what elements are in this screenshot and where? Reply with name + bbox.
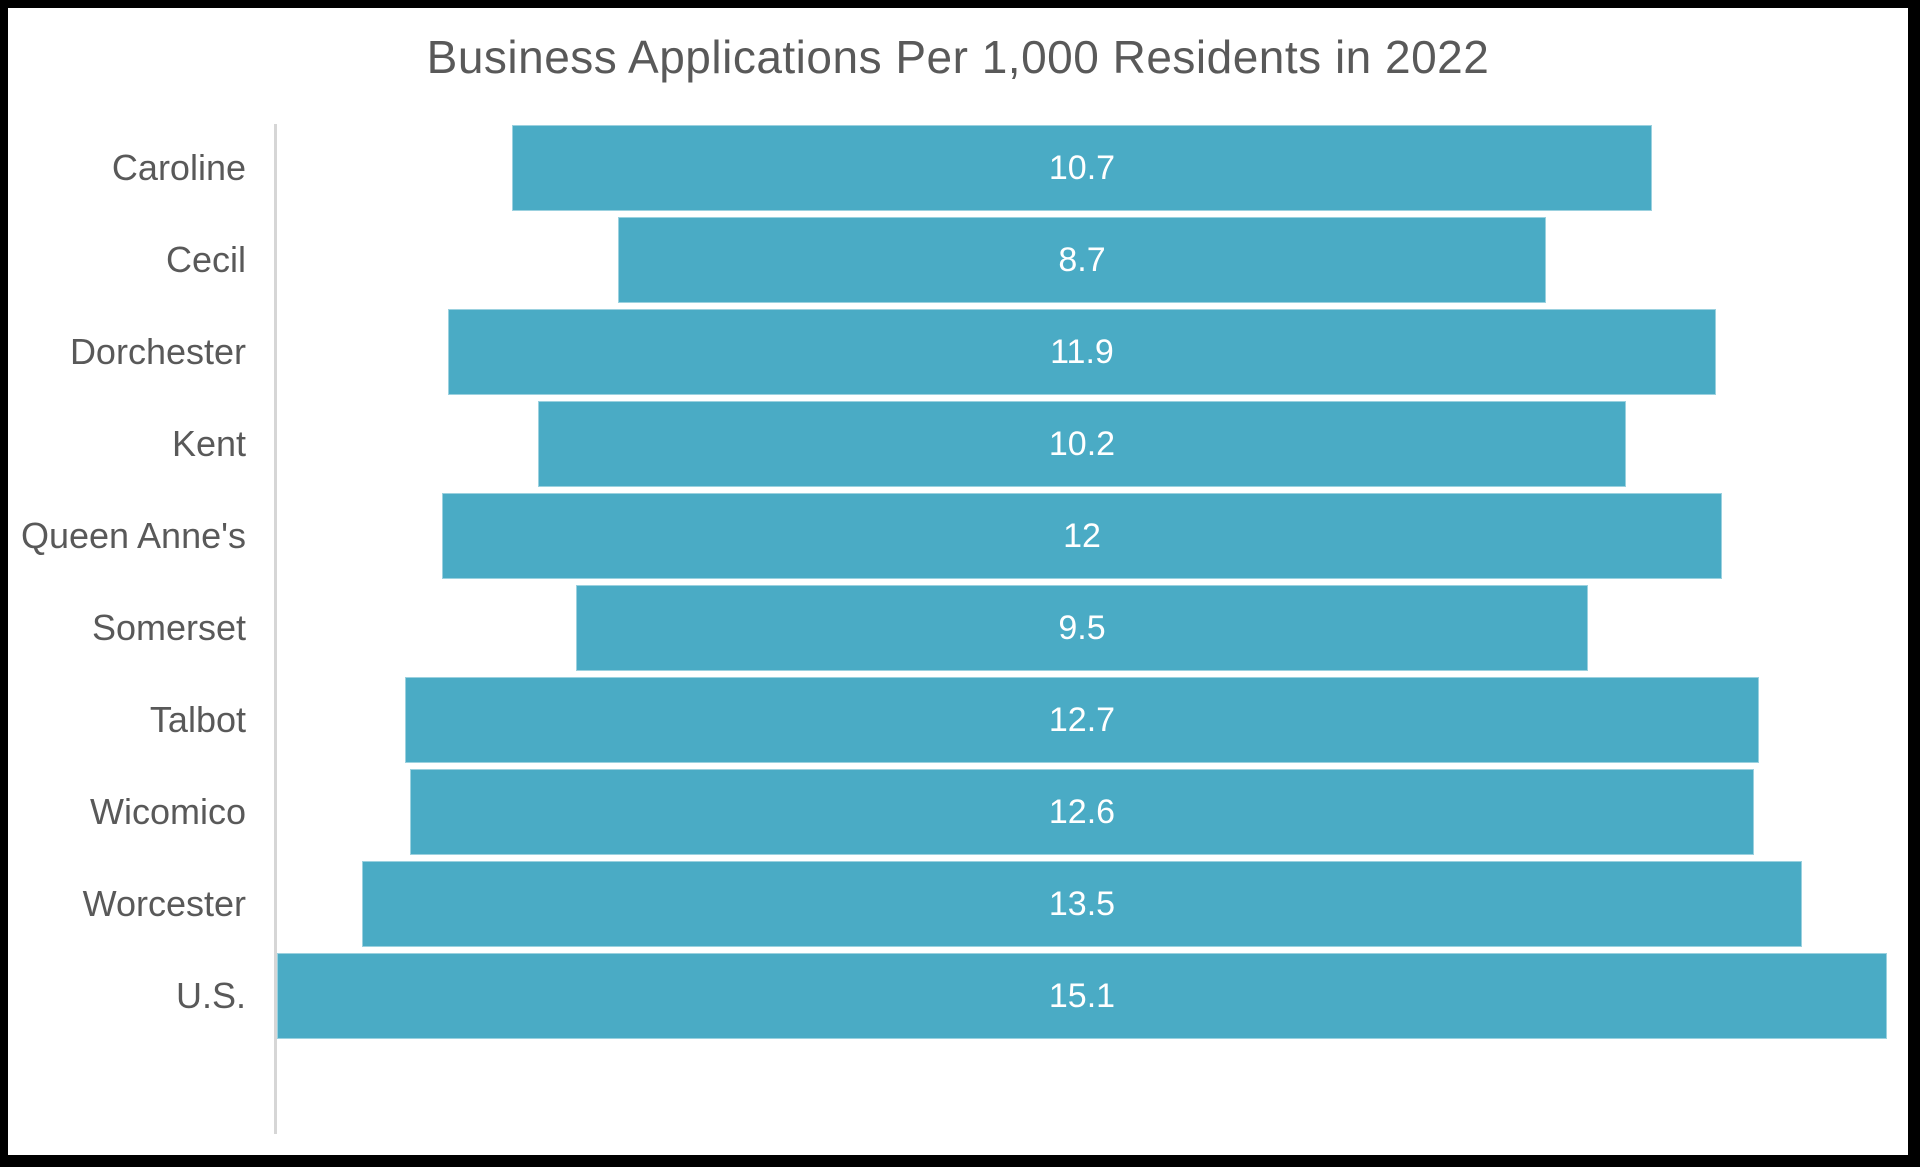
bar: 9.5 xyxy=(575,585,1589,671)
bar-value-label: 10.7 xyxy=(1048,148,1116,187)
bar: 12.6 xyxy=(410,769,1754,855)
bar: 11.9 xyxy=(447,309,1717,395)
category-label: Talbot xyxy=(149,699,246,740)
category-label: Somerset xyxy=(91,607,246,648)
chart-title: Business Applications Per 1,000 Resident… xyxy=(426,31,1490,83)
bar: 12.7 xyxy=(405,677,1759,763)
bar: 12 xyxy=(442,493,1722,579)
bar-value-label: 15.1 xyxy=(1048,976,1116,1015)
y-axis-line xyxy=(274,124,277,1134)
category-label: Worcester xyxy=(82,883,246,924)
bar-value-label: 13.5 xyxy=(1048,884,1116,923)
bar-value-label: 12.7 xyxy=(1048,700,1116,739)
bar: 8.7 xyxy=(618,217,1546,303)
category-label: Caroline xyxy=(111,147,246,188)
bar-value-label: 10.2 xyxy=(1048,424,1116,463)
bar: 10.7 xyxy=(511,125,1653,211)
bar: 10.2 xyxy=(538,401,1626,487)
bar: 13.5 xyxy=(362,861,1802,947)
bar-chart-plot-area: Caroline 10.7 Cecil 8.7 Dorchester 11.9 Kent 10… xyxy=(8,8,1908,1155)
bar-value-label: 9.5 xyxy=(1058,608,1106,647)
chart-canvas: Business Applications Per 1,000 Resident… xyxy=(8,8,1908,1155)
category-label: U.S. xyxy=(175,975,246,1016)
bar-value-label: 12 xyxy=(1063,516,1101,555)
bar-value-label: 11.9 xyxy=(1050,332,1114,371)
category-label: Wicomico xyxy=(89,791,246,832)
bar-value-label: 8.7 xyxy=(1058,240,1106,279)
bar: 15.1 xyxy=(277,953,1887,1039)
category-label: Queen Anne's xyxy=(20,515,246,556)
bar-value-label: 12.6 xyxy=(1048,792,1116,831)
category-label: Cecil xyxy=(165,239,246,280)
category-label: Dorchester xyxy=(69,331,246,372)
category-label: Kent xyxy=(171,423,246,464)
